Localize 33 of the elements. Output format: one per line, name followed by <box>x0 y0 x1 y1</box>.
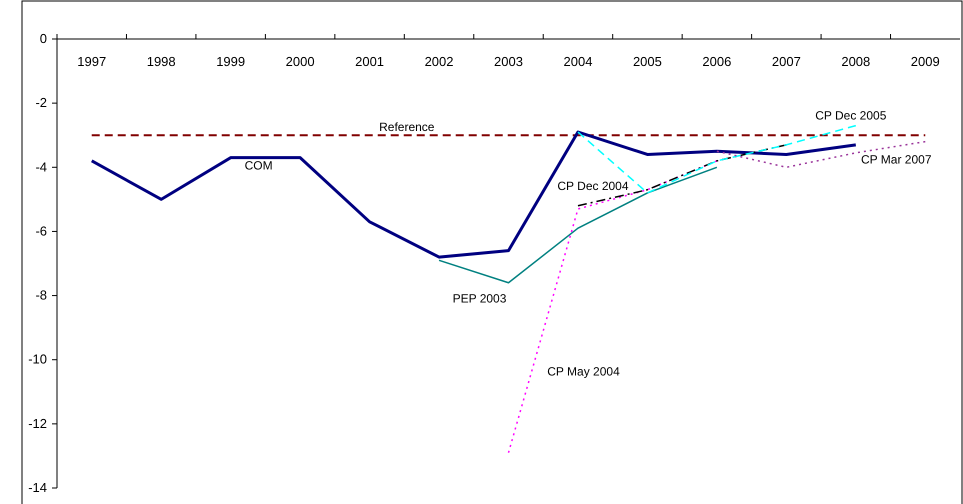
y-tick-label: -10 <box>28 352 47 367</box>
x-tick-label: 2003 <box>494 54 523 69</box>
series-label: CP Dec 2005 <box>815 108 887 123</box>
line-series <box>577 144 788 207</box>
x-tick-label: 2002 <box>424 54 454 69</box>
series-label: CP May 2004 <box>547 364 620 379</box>
y-tick-label: -4 <box>35 159 47 174</box>
series-label: CP Mar 2007 <box>861 152 932 167</box>
x-tick-label: 2000 <box>286 54 315 69</box>
y-tick-label: -8 <box>35 288 47 303</box>
y-tick-label: -6 <box>35 223 47 238</box>
x-tick-label: 1997 <box>77 54 106 69</box>
x-tick-label: 1998 <box>146 54 176 69</box>
y-tick-label: -14 <box>28 480 47 495</box>
x-tick-label: 2004 <box>564 54 592 69</box>
line-series <box>577 124 857 194</box>
x-tick-label: 2007 <box>772 54 801 69</box>
x-tick-label: 2006 <box>702 54 732 69</box>
line-series <box>438 166 718 284</box>
line-series <box>90 130 858 259</box>
series-label: COM <box>244 158 273 173</box>
line-series <box>508 160 718 454</box>
series-label: CP Dec 2004 <box>557 178 629 193</box>
ref-line-label: Reference <box>379 120 435 134</box>
x-tick-label: 2001 <box>355 54 384 69</box>
x-tick-label: 2005 <box>632 54 662 69</box>
series-label: PEP 2003 <box>452 292 507 306</box>
y-tick-label: -2 <box>35 95 47 110</box>
x-tick-label: 2009 <box>910 54 940 69</box>
x-tick-label: 2008 <box>841 54 870 69</box>
x-tick-label: 1999 <box>216 54 246 69</box>
y-tick-label: 0 <box>40 31 47 46</box>
y-tick-label: -12 <box>28 416 47 431</box>
